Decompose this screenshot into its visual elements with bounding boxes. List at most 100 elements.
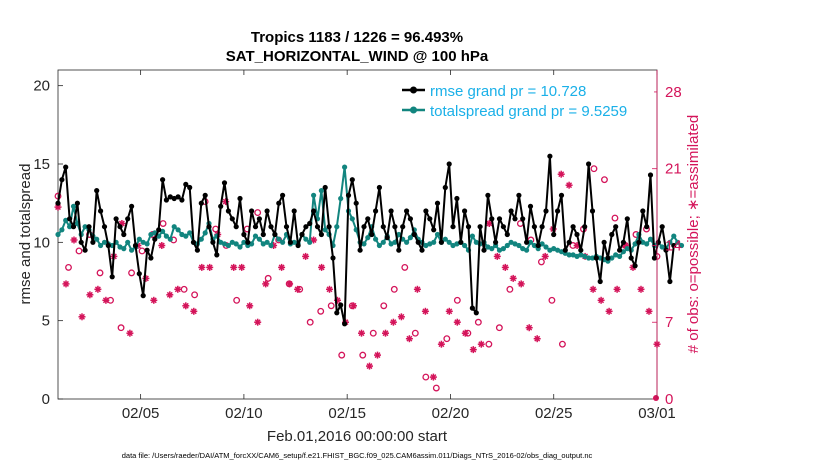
series-point <box>314 224 321 230</box>
series-point <box>462 242 468 249</box>
obs-assimilated-point <box>254 318 262 326</box>
series-point <box>624 216 630 222</box>
series-point <box>307 239 313 245</box>
series-line <box>57 155 675 325</box>
obs-possible-point <box>495 324 503 332</box>
series-point <box>63 217 69 223</box>
series-point <box>547 153 553 159</box>
obs-assimilated-stroke <box>598 297 605 304</box>
obs-possible-point <box>453 296 461 304</box>
series-point <box>63 164 69 170</box>
series-point <box>202 230 208 236</box>
obs-zero-marker <box>653 395 659 401</box>
series-point <box>198 200 204 206</box>
series-point <box>376 184 382 191</box>
series-point <box>376 242 382 249</box>
series-point <box>252 233 259 239</box>
obs-assimilated-stroke <box>318 264 325 271</box>
series-point <box>280 192 286 198</box>
y-axis-label-right: # of obs: o=possible; ∗=assimilated <box>685 115 702 354</box>
series-point <box>392 239 398 245</box>
x-tick-label: 02/05 <box>122 405 160 422</box>
obs-assimilated-point <box>174 285 182 293</box>
series-point <box>423 242 429 249</box>
obs-possible-point <box>380 302 388 310</box>
series-point <box>318 188 324 194</box>
obs-assimilated-stroke <box>422 308 429 315</box>
obs-assimilated-point <box>437 340 445 348</box>
obs-possible-point <box>191 291 199 299</box>
series-point <box>67 224 73 230</box>
series-point <box>268 224 274 230</box>
series-point <box>342 321 348 327</box>
obs-assimilated-point <box>318 263 326 271</box>
legend-marker-spread <box>410 106 417 114</box>
series-point <box>218 203 224 209</box>
series-point <box>562 247 568 253</box>
series-point <box>345 192 352 198</box>
series-point <box>349 216 355 222</box>
obs-assimilated-point <box>517 280 525 288</box>
series-point <box>427 216 433 222</box>
series-point <box>469 233 475 239</box>
series-point <box>574 231 580 238</box>
obs-assimilated-stroke <box>206 264 213 271</box>
obs-assimilated-point <box>294 285 302 293</box>
series-point <box>493 239 499 245</box>
series-point <box>442 184 448 191</box>
series-point <box>605 255 611 261</box>
obs-assimilated-stroke <box>246 302 253 309</box>
series-point <box>508 208 514 214</box>
series-point <box>55 200 61 206</box>
series-point <box>342 164 348 170</box>
series-point <box>659 224 665 230</box>
obs-assimilated-point <box>605 307 613 315</box>
obs-assimilated-point <box>389 318 397 326</box>
y-axis-left: 0 5 10 15 20 <box>33 78 63 408</box>
series-point <box>256 216 262 222</box>
series-point <box>264 208 270 214</box>
obs-assimilated-stroke <box>518 280 525 287</box>
obs-assimilated-stroke <box>430 374 437 381</box>
series-point <box>628 255 634 261</box>
obs-assimilated-point <box>533 335 541 343</box>
series-point <box>307 220 313 227</box>
series-point <box>442 236 448 242</box>
series-point <box>531 224 538 230</box>
x-tick-label: 02/25 <box>535 405 573 422</box>
y-right-tick-label: 14 <box>665 237 682 254</box>
obs-assimilated-point <box>501 263 509 271</box>
obs-assimilated-stroke <box>590 286 597 293</box>
series-point <box>407 216 413 222</box>
obs-possible-point <box>264 274 272 282</box>
series-point <box>98 208 104 214</box>
series-point <box>380 224 386 230</box>
series-point <box>140 293 146 299</box>
series-point <box>349 177 355 183</box>
obs-assimilated-point <box>645 307 653 315</box>
obs-assimilated-stroke <box>438 341 445 348</box>
obs-assimilated-stroke <box>462 330 469 337</box>
series-point <box>256 236 262 242</box>
series-point <box>268 242 274 249</box>
series-point <box>190 239 197 245</box>
obs-assimilated-stroke <box>646 308 652 315</box>
series-point <box>357 247 363 253</box>
series-point <box>524 247 530 253</box>
series-point <box>70 203 77 209</box>
obs-possible-point <box>590 165 598 173</box>
obs-assimilated-stroke <box>294 286 301 293</box>
series-point <box>225 242 231 249</box>
series-point <box>671 242 677 249</box>
series-point <box>353 200 359 206</box>
series-point <box>423 208 429 214</box>
series-point <box>473 310 479 316</box>
series-point <box>613 224 619 230</box>
series-point <box>489 246 495 252</box>
obs-assimilated-stroke <box>302 253 309 260</box>
series-point <box>555 247 561 253</box>
series-point <box>183 181 189 187</box>
series-point <box>272 231 278 238</box>
series-point <box>477 224 483 230</box>
legend: rmse grand pr = 10.728 totalspread grand… <box>398 77 654 121</box>
